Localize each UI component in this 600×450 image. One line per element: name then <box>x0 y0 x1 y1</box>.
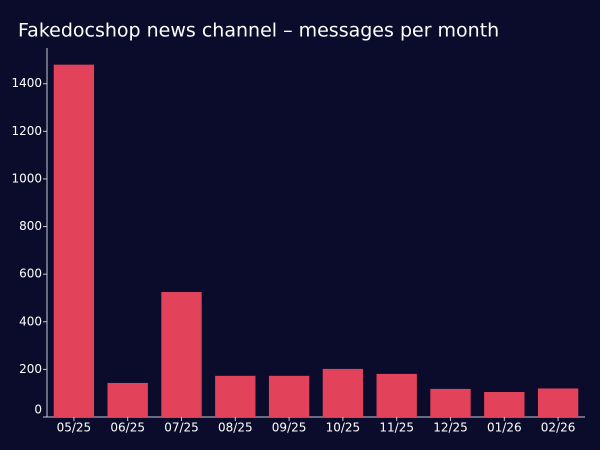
chart-title: Fakedocshop news channel – messages per … <box>18 20 499 42</box>
bar <box>430 388 471 417</box>
x-tick-label: 06/25 <box>110 421 145 435</box>
bar <box>537 388 579 417</box>
bar <box>53 64 95 417</box>
bar <box>268 375 310 417</box>
bar <box>484 392 525 417</box>
y-tick-label: 0 <box>34 403 42 417</box>
x-tick-label: 02/26 <box>541 421 576 435</box>
bar <box>161 292 202 417</box>
x-tick-label: 10/25 <box>326 421 361 435</box>
bar <box>376 373 417 417</box>
bar <box>215 375 256 417</box>
y-tick-label: 1000 <box>11 171 42 185</box>
x-tick-label: 08/25 <box>218 421 253 435</box>
y-tick-label: 1200 <box>11 124 42 138</box>
x-tick-label: 12/25 <box>433 421 468 435</box>
y-tick-label: 200 <box>19 362 42 376</box>
y-tick-label: 1400 <box>11 76 42 90</box>
x-tick-label: 01/26 <box>487 421 522 435</box>
x-tick-label: 09/25 <box>272 421 307 435</box>
y-tick-label: 600 <box>19 267 42 281</box>
x-tick-label: 05/25 <box>57 421 92 435</box>
y-tick-label: 400 <box>19 314 42 328</box>
y-tick-label: 800 <box>19 219 42 233</box>
bar <box>322 368 364 417</box>
bar <box>107 382 148 417</box>
x-tick-label: 07/25 <box>164 421 199 435</box>
x-tick-label: 11/25 <box>379 421 414 435</box>
